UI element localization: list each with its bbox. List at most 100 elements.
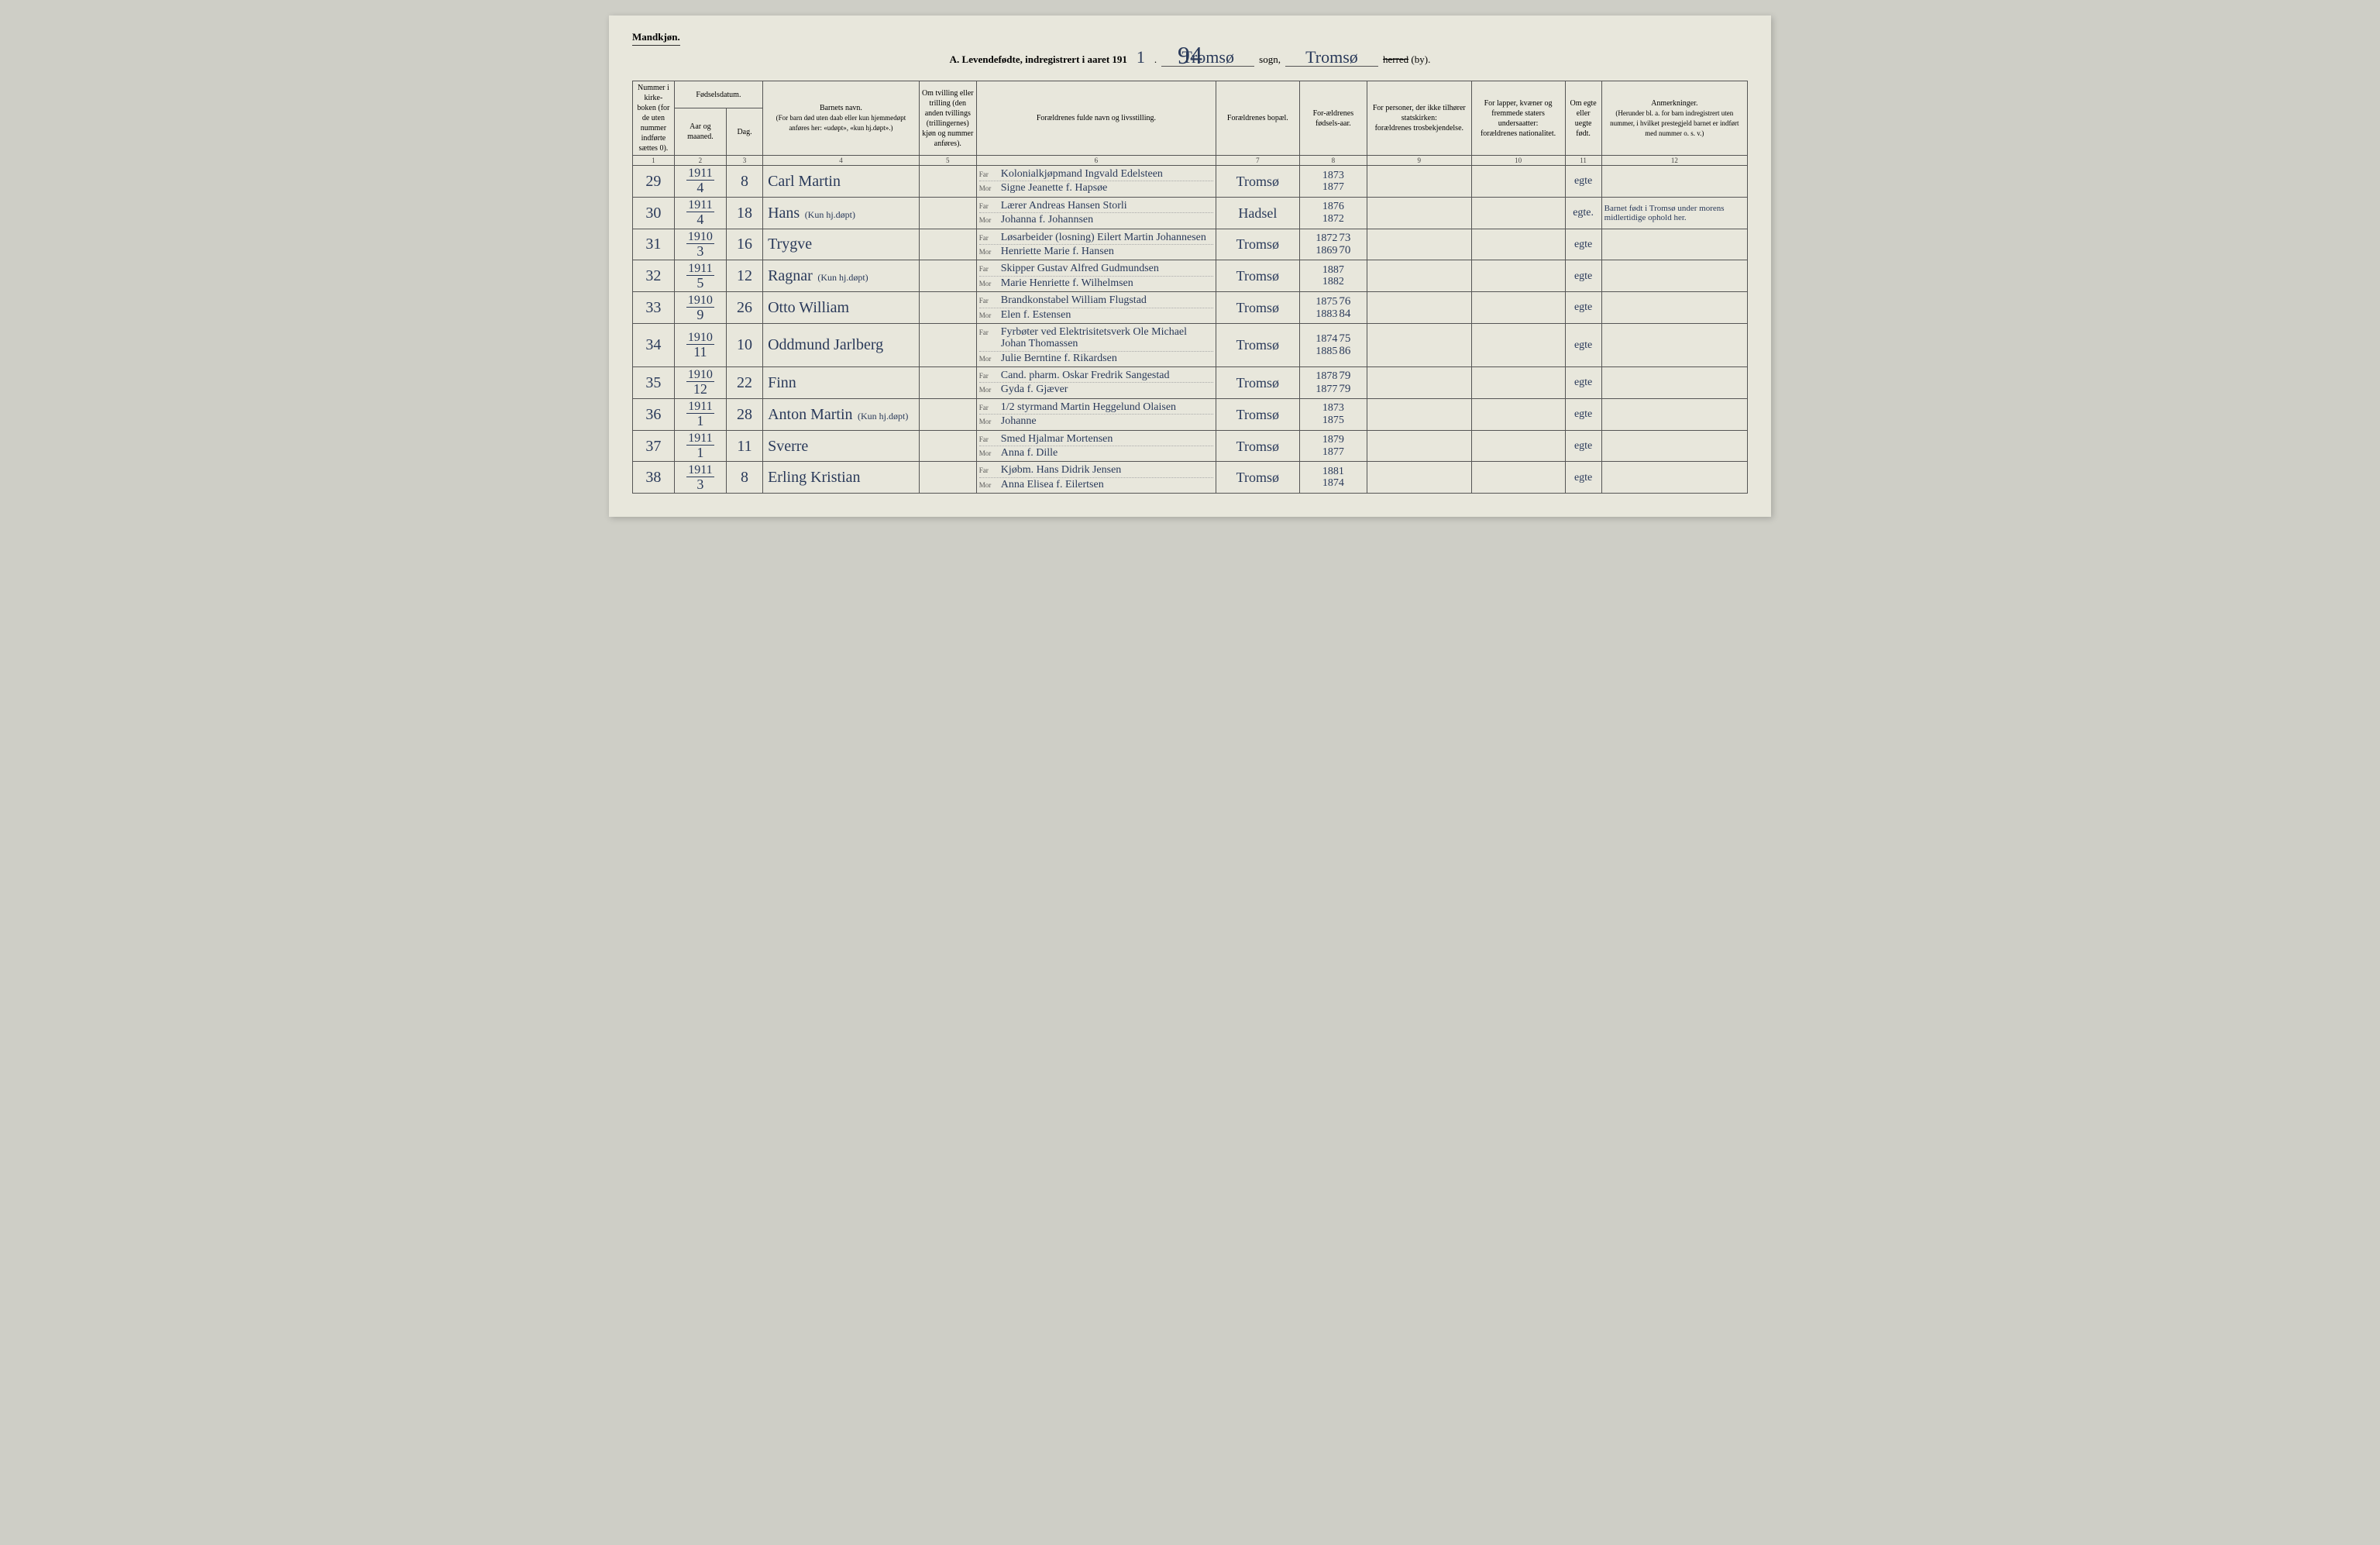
- colnum: 4: [763, 156, 920, 166]
- col-header-5: Om tvilling eller trilling (den anden tv…: [919, 81, 976, 156]
- table-row: 29 1911 4 8 Carl Martin Far Kolonialkjøp…: [633, 166, 1748, 198]
- child-name: Carl Martin: [768, 173, 841, 190]
- col9-top: For personer, der ikke tilhører statskir…: [1373, 104, 1466, 122]
- col-header-1: Nummer i kirke-boken (for de uten nummer…: [633, 81, 675, 156]
- parent-years: 1887 1882: [1302, 264, 1364, 288]
- birth-year: 1910: [686, 231, 714, 244]
- birth-year-month: 1910 9: [677, 294, 724, 322]
- birth-day: 26: [737, 299, 752, 316]
- legitimacy: egte: [1574, 408, 1592, 420]
- far-label: Far: [979, 202, 996, 210]
- col9-sub: forældrenes trosbekjendelse.: [1375, 124, 1463, 132]
- row-number: 35: [645, 374, 661, 391]
- parent-years: 1881 1874: [1302, 466, 1364, 490]
- colnum: 6: [976, 156, 1216, 166]
- remarks: Barnet født i Tromsø under morens midler…: [1604, 204, 1725, 222]
- mor-label: Mor: [979, 311, 996, 319]
- mor-label: Mor: [979, 280, 996, 287]
- father-row: Far Skipper Gustav Alfred Gudmundsen: [979, 262, 1213, 276]
- religion-cell: [1367, 229, 1471, 260]
- residence: Tromsø: [1236, 300, 1279, 315]
- far-label: Far: [979, 466, 996, 474]
- mother-text: Johanna f. Johannsen: [1001, 214, 1093, 225]
- father-row: Far Lærer Andreas Hansen Storli: [979, 199, 1213, 213]
- father-text: Løsarbeider (losning) Eilert Martin Joha…: [1001, 232, 1206, 243]
- table-body: 29 1911 4 8 Carl Martin Far Kolonialkjøp…: [633, 166, 1748, 494]
- father-text: Lærer Andreas Hansen Storli: [1001, 200, 1127, 212]
- birth-year-month: 1911 4: [677, 167, 724, 194]
- mother-row: Mor Anna f. Dille: [979, 446, 1213, 459]
- parent-years: 187576 188384: [1302, 295, 1364, 321]
- mother-year: 1877: [1322, 181, 1344, 193]
- table-header: Nummer i kirke-boken (for de uten nummer…: [633, 81, 1748, 166]
- mor-label: Mor: [979, 355, 996, 363]
- mother-text: Elen f. Estensen: [1001, 309, 1071, 321]
- mother-text: Signe Jeanette f. Hapsøe: [1001, 182, 1108, 194]
- by-label: (by).: [1411, 53, 1430, 65]
- birth-year: 1911: [686, 432, 714, 446]
- birth-day: 28: [737, 406, 752, 423]
- father-year: 1873: [1322, 402, 1344, 414]
- mother-row: Mor Gyda f. Gjæver: [979, 383, 1213, 396]
- twin-cell: [919, 166, 976, 198]
- twin-cell: [919, 367, 976, 399]
- nationality-cell: [1471, 323, 1565, 366]
- sogn-field: Tromsø: [1161, 49, 1254, 67]
- mother-year: 1875: [1322, 415, 1344, 426]
- mother-row: Mor Marie Henriette f. Wilhelmsen: [979, 277, 1213, 290]
- col12-top: Anmerkninger.: [1651, 99, 1697, 108]
- birth-year: 1911: [686, 401, 714, 414]
- row-number: 38: [645, 469, 661, 486]
- legitimacy: egte: [1574, 175, 1592, 187]
- nationality-cell: [1471, 197, 1565, 229]
- father-text: Kjøbm. Hans Didrik Jensen: [1001, 464, 1122, 476]
- mother-row: Mor Anna Elisea f. Eilertsen: [979, 478, 1213, 491]
- birth-year-month: 1911 1: [677, 401, 724, 428]
- birth-day: 22: [737, 374, 752, 391]
- father-text: Cand. pharm. Oskar Fredrik Sangestad: [1001, 370, 1170, 381]
- col4-sub: (For barn død uten daab eller kun hjemme…: [776, 114, 906, 132]
- birth-month: 9: [696, 308, 703, 322]
- child-name: Erling Kristian: [768, 469, 860, 486]
- legitimacy: egte: [1574, 339, 1592, 351]
- col-header-12: Anmerkninger. (Herunder bl. a. for barn …: [1601, 81, 1747, 156]
- mother-text: Anna Elisea f. Eilertsen: [1001, 479, 1104, 490]
- father-row: Far Smed Hjalmar Mortensen: [979, 432, 1213, 446]
- father-row: Far 1/2 styrmand Martin Heggelund Olaise…: [979, 401, 1213, 415]
- birth-year-month: 1911 5: [677, 263, 724, 290]
- row-number: 30: [645, 205, 661, 222]
- colnum: 12: [1601, 156, 1747, 166]
- far-label: Far: [979, 404, 996, 411]
- father-text: 1/2 styrmand Martin Heggelund Olaisen: [1001, 401, 1176, 413]
- mother-text: Julie Berntine f. Rikardsen: [1001, 353, 1117, 364]
- residence: Tromsø: [1236, 375, 1279, 391]
- father-row: Far Løsarbeider (losning) Eilert Martin …: [979, 231, 1213, 245]
- name-annotation: (Kun hj.døpt): [858, 411, 908, 422]
- birth-day: 11: [737, 438, 751, 455]
- birth-day: 10: [737, 336, 752, 353]
- col-header-4: Barnets navn. (For barn død uten daab el…: [763, 81, 920, 156]
- col12-sub: (Herunder bl. a. for barn indregistrert …: [1610, 109, 1739, 137]
- legitimacy: egte: [1574, 239, 1592, 250]
- birth-year: 1911: [686, 199, 714, 212]
- table-row: 38 1911 3 8 Erling Kristian Far Kjøbm. H…: [633, 462, 1748, 494]
- nationality-cell: [1471, 229, 1565, 260]
- birth-month: 5: [696, 276, 703, 290]
- birth-month: 3: [696, 477, 703, 491]
- herred-field: Tromsø: [1285, 49, 1378, 67]
- far-label: Far: [979, 297, 996, 305]
- religion-cell: [1367, 462, 1471, 494]
- parent-years: 1879 1877: [1302, 434, 1364, 458]
- ledger-page: Mandkjøn. 94 A. Levendefødte, indregistr…: [609, 15, 1771, 517]
- mother-year: 1883: [1316, 308, 1337, 320]
- mother-year: 1885: [1316, 346, 1337, 357]
- birth-year-month: 1910 3: [677, 231, 724, 258]
- colnum: 10: [1471, 156, 1565, 166]
- father-year: 1875: [1316, 296, 1337, 308]
- nationality-cell: [1471, 430, 1565, 462]
- col-header-8: For-ældrenes fødsels-aar.: [1299, 81, 1367, 156]
- child-name: Trygve: [768, 236, 812, 253]
- twin-cell: [919, 260, 976, 292]
- nationality-cell: [1471, 367, 1565, 399]
- table-row: 34 1910 11 10 Oddmund Jarlberg Far Fyrbø…: [633, 323, 1748, 366]
